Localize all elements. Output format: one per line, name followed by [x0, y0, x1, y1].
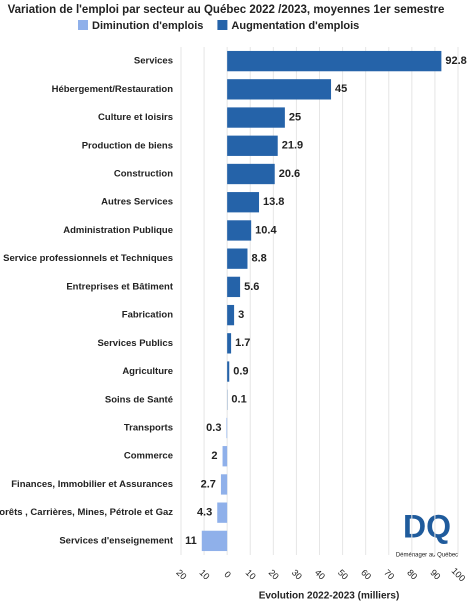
value-label: 0.9: [233, 365, 248, 377]
chart-title: Variation de l'emploi par secteur au Qué…: [8, 4, 445, 16]
y-tick-label: Finances, Immobilier et Assurances: [11, 479, 173, 490]
y-tick-label: Services Publics: [97, 338, 173, 349]
y-tick-label: Agriculture: [122, 366, 173, 377]
x-tick-label: 0: [222, 569, 233, 580]
bar: [227, 249, 247, 269]
y-tick-label: Transports: [124, 423, 173, 434]
y-tick-label: Services d'enseignement: [59, 535, 174, 546]
value-label: 0.3: [206, 422, 221, 434]
y-tick-label: Administration Publique: [63, 225, 173, 236]
bar: [227, 192, 259, 212]
bar: [227, 277, 240, 297]
x-tick-label: 50: [336, 567, 350, 581]
y-tick-label: Forêts , Carrières, Mines, Pétrole et Ga…: [0, 507, 173, 518]
bar: [227, 164, 275, 184]
value-label: 1.7: [235, 337, 250, 349]
logo-text: DQ: [403, 508, 451, 544]
y-tick-label: Production de biens: [82, 140, 173, 151]
y-tick-label: Culture et loisirs: [98, 112, 173, 123]
legend-label: Diminution d'emplois: [92, 20, 203, 32]
x-tick-label: 80: [405, 567, 419, 581]
x-axis-label: Evolution 2022-2023 (milliers): [259, 591, 400, 602]
y-tick-label: Service professionnels et Techniques: [3, 253, 173, 264]
y-tick-label: Services: [134, 56, 173, 67]
y-tick-label: Construction: [114, 169, 173, 180]
x-tick-label: 10: [197, 567, 211, 581]
legend-label: Augmentation d'emplois: [231, 20, 359, 32]
y-tick-label: Hébergement/Restauration: [52, 84, 174, 95]
bar: [227, 361, 229, 381]
value-label: 21.9: [282, 140, 303, 152]
value-label: 25: [289, 111, 301, 123]
bar: [202, 531, 227, 551]
x-tick-label: 10: [244, 567, 258, 581]
value-label: 45: [335, 83, 347, 95]
x-tick-label: 30: [290, 567, 304, 581]
x-tick-label: 90: [428, 567, 442, 581]
bar: [227, 79, 331, 99]
x-tick-label: 40: [313, 567, 327, 581]
value-label: 11: [185, 535, 197, 547]
legend-swatch: [78, 20, 88, 30]
bar: [227, 51, 441, 71]
x-tick-label: 20: [267, 567, 281, 581]
x-tick-label: 100: [450, 566, 468, 584]
x-tick-label: 60: [359, 567, 373, 581]
bar: [223, 446, 228, 466]
value-label: 10.4: [255, 224, 277, 236]
value-label: 2: [211, 450, 217, 462]
bar: [226, 418, 227, 438]
value-label: 20.6: [279, 168, 300, 180]
logo-caption: Déménager au Québec: [396, 553, 458, 559]
value-label: 13.8: [263, 196, 284, 208]
y-tick-label: Autres Services: [101, 197, 173, 208]
value-label: 2.7: [201, 478, 216, 490]
x-tick-label: 70: [382, 567, 396, 581]
bar: [217, 503, 227, 523]
y-tick-label: Entreprises et Bâtiment: [66, 281, 173, 292]
bar: [227, 333, 231, 353]
value-label: 5.6: [244, 281, 259, 293]
value-label: 92.8: [445, 55, 466, 67]
bar: [227, 107, 285, 127]
value-label: 3: [238, 309, 244, 321]
legend-swatch: [217, 20, 227, 30]
y-tick-label: Fabrication: [122, 310, 173, 321]
x-tick-label: 20: [174, 567, 188, 581]
y-tick-label: Commerce: [124, 451, 173, 462]
value-label: 8.8: [251, 253, 266, 265]
bar: [221, 474, 227, 494]
bar: [227, 220, 251, 240]
bar: [227, 136, 278, 156]
y-tick-label: Soins de Santé: [105, 394, 173, 405]
value-label: 0.1: [231, 394, 246, 406]
bar: [227, 305, 234, 325]
value-label: 4.3: [197, 507, 212, 519]
